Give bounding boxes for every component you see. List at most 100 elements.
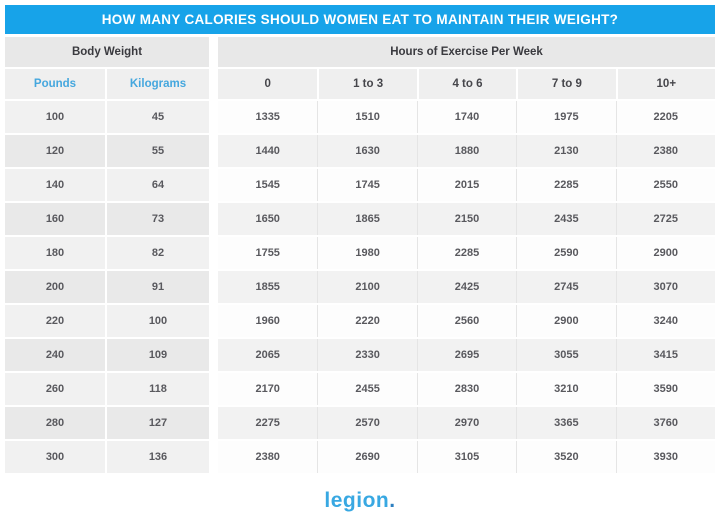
legion-logo: legion. — [324, 490, 395, 511]
calories-value: 2100 — [317, 271, 417, 303]
calories-value: 3760 — [615, 407, 715, 439]
calories-value: 3240 — [615, 305, 715, 337]
calories-value: 1880 — [416, 135, 517, 167]
calories-value: 1440 — [218, 135, 318, 167]
exercise-level-header: 1 to 3 — [317, 69, 417, 99]
table-row: 120 55 1440 1630 1880 2130 2380 — [5, 135, 715, 167]
calories-value: 2380 — [615, 135, 715, 167]
calories-value: 1335 — [218, 101, 318, 133]
table-row: 160 73 1650 1865 2150 2435 2725 — [5, 203, 715, 235]
column-gutter — [209, 271, 218, 303]
calories-value: 2205 — [615, 101, 715, 133]
calories-value: 3520 — [516, 441, 616, 473]
calories-value: 2015 — [416, 169, 517, 201]
calories-value: 3930 — [615, 441, 715, 473]
column-header-row: Pounds Kilograms 0 1 to 3 4 to 6 7 to 9 … — [5, 69, 715, 99]
calories-value: 2330 — [317, 339, 417, 371]
exercise-group-header: Hours of Exercise Per Week — [218, 37, 715, 67]
body-weight-group-header: Body Weight — [5, 37, 209, 67]
kilograms-value: 64 — [105, 169, 209, 201]
column-gutter — [209, 441, 218, 473]
footer: legion. — [5, 475, 715, 525]
pounds-value: 160 — [5, 203, 105, 235]
calories-value: 2435 — [516, 203, 616, 235]
kilograms-value: 82 — [105, 237, 209, 269]
logo-text: legion — [324, 488, 390, 512]
calories-value: 2425 — [416, 271, 517, 303]
pounds-value: 300 — [5, 441, 105, 473]
calories-value: 1755 — [218, 237, 318, 269]
page-title: HOW MANY CALORIES SHOULD WOMEN EAT TO MA… — [101, 12, 619, 27]
calories-value: 2970 — [416, 407, 517, 439]
calories-value: 2900 — [516, 305, 616, 337]
table-row: 220 100 1960 2220 2560 2900 3240 — [5, 305, 715, 337]
kilograms-column-header: Kilograms — [105, 69, 209, 99]
kilograms-value: 55 — [105, 135, 209, 167]
calories-value: 2830 — [416, 373, 517, 405]
column-gutter — [209, 169, 218, 201]
calories-value: 3210 — [516, 373, 616, 405]
calories-value: 2560 — [416, 305, 517, 337]
pounds-value: 120 — [5, 135, 105, 167]
calories-value: 3105 — [416, 441, 517, 473]
calories-value: 1740 — [416, 101, 517, 133]
table-body: 100 45 1335 1510 1740 1975 2205 120 55 1440 1630 18… — [5, 101, 715, 473]
calories-value: 2380 — [218, 441, 318, 473]
table-row: 100 45 1335 1510 1740 1975 2205 — [5, 101, 715, 133]
calories-value: 2275 — [218, 407, 318, 439]
calories-value: 2690 — [317, 441, 417, 473]
calories-value: 3055 — [516, 339, 616, 371]
pounds-value: 220 — [5, 305, 105, 337]
calories-value: 1545 — [218, 169, 318, 201]
pounds-value: 140 — [5, 169, 105, 201]
exercise-level-header: 0 — [218, 69, 318, 99]
calories-value: 2745 — [516, 271, 616, 303]
table-row: 280 127 2275 2570 2970 3365 3760 — [5, 407, 715, 439]
column-gutter — [209, 305, 218, 337]
column-gutter — [209, 339, 218, 371]
pounds-value: 260 — [5, 373, 105, 405]
column-gutter — [209, 69, 218, 99]
calories-value: 2065 — [218, 339, 318, 371]
kilograms-value: 127 — [105, 407, 209, 439]
pounds-value: 280 — [5, 407, 105, 439]
calories-value: 3590 — [615, 373, 715, 405]
calories-value: 2170 — [218, 373, 318, 405]
calories-value: 1960 — [218, 305, 318, 337]
calories-value: 2550 — [615, 169, 715, 201]
calories-value: 2150 — [416, 203, 517, 235]
calories-value: 2570 — [317, 407, 417, 439]
kilograms-value: 109 — [105, 339, 209, 371]
pounds-value: 240 — [5, 339, 105, 371]
calories-value: 1865 — [317, 203, 417, 235]
logo-dot: . — [389, 488, 396, 512]
table-row: 240 109 2065 2330 2695 3055 3415 — [5, 339, 715, 371]
pounds-value: 100 — [5, 101, 105, 133]
calories-value: 2695 — [416, 339, 517, 371]
calories-value: 2285 — [516, 169, 616, 201]
calories-value: 3070 — [615, 271, 715, 303]
calories-value: 2900 — [615, 237, 715, 269]
column-gutter — [209, 101, 218, 133]
exercise-level-header: 4 to 6 — [416, 69, 517, 99]
calories-value: 1745 — [317, 169, 417, 201]
column-gutter — [209, 237, 218, 269]
column-gutter — [209, 373, 218, 405]
calories-value: 1630 — [317, 135, 417, 167]
calories-value: 1980 — [317, 237, 417, 269]
kilograms-value: 45 — [105, 101, 209, 133]
table-row: 300 136 2380 2690 3105 3520 3930 — [5, 441, 715, 473]
calories-value: 2725 — [615, 203, 715, 235]
table-row: 200 91 1855 2100 2425 2745 3070 — [5, 271, 715, 303]
calories-value: 2220 — [317, 305, 417, 337]
table-row: 260 118 2170 2455 2830 3210 3590 — [5, 373, 715, 405]
column-gutter — [209, 407, 218, 439]
table-row: 140 64 1545 1745 2015 2285 2550 — [5, 169, 715, 201]
calories-value: 1975 — [516, 101, 616, 133]
calories-value: 2455 — [317, 373, 417, 405]
exercise-level-header: 7 to 9 — [516, 69, 616, 99]
calories-value: 3415 — [615, 339, 715, 371]
kilograms-value: 73 — [105, 203, 209, 235]
pounds-column-header: Pounds — [5, 69, 105, 99]
